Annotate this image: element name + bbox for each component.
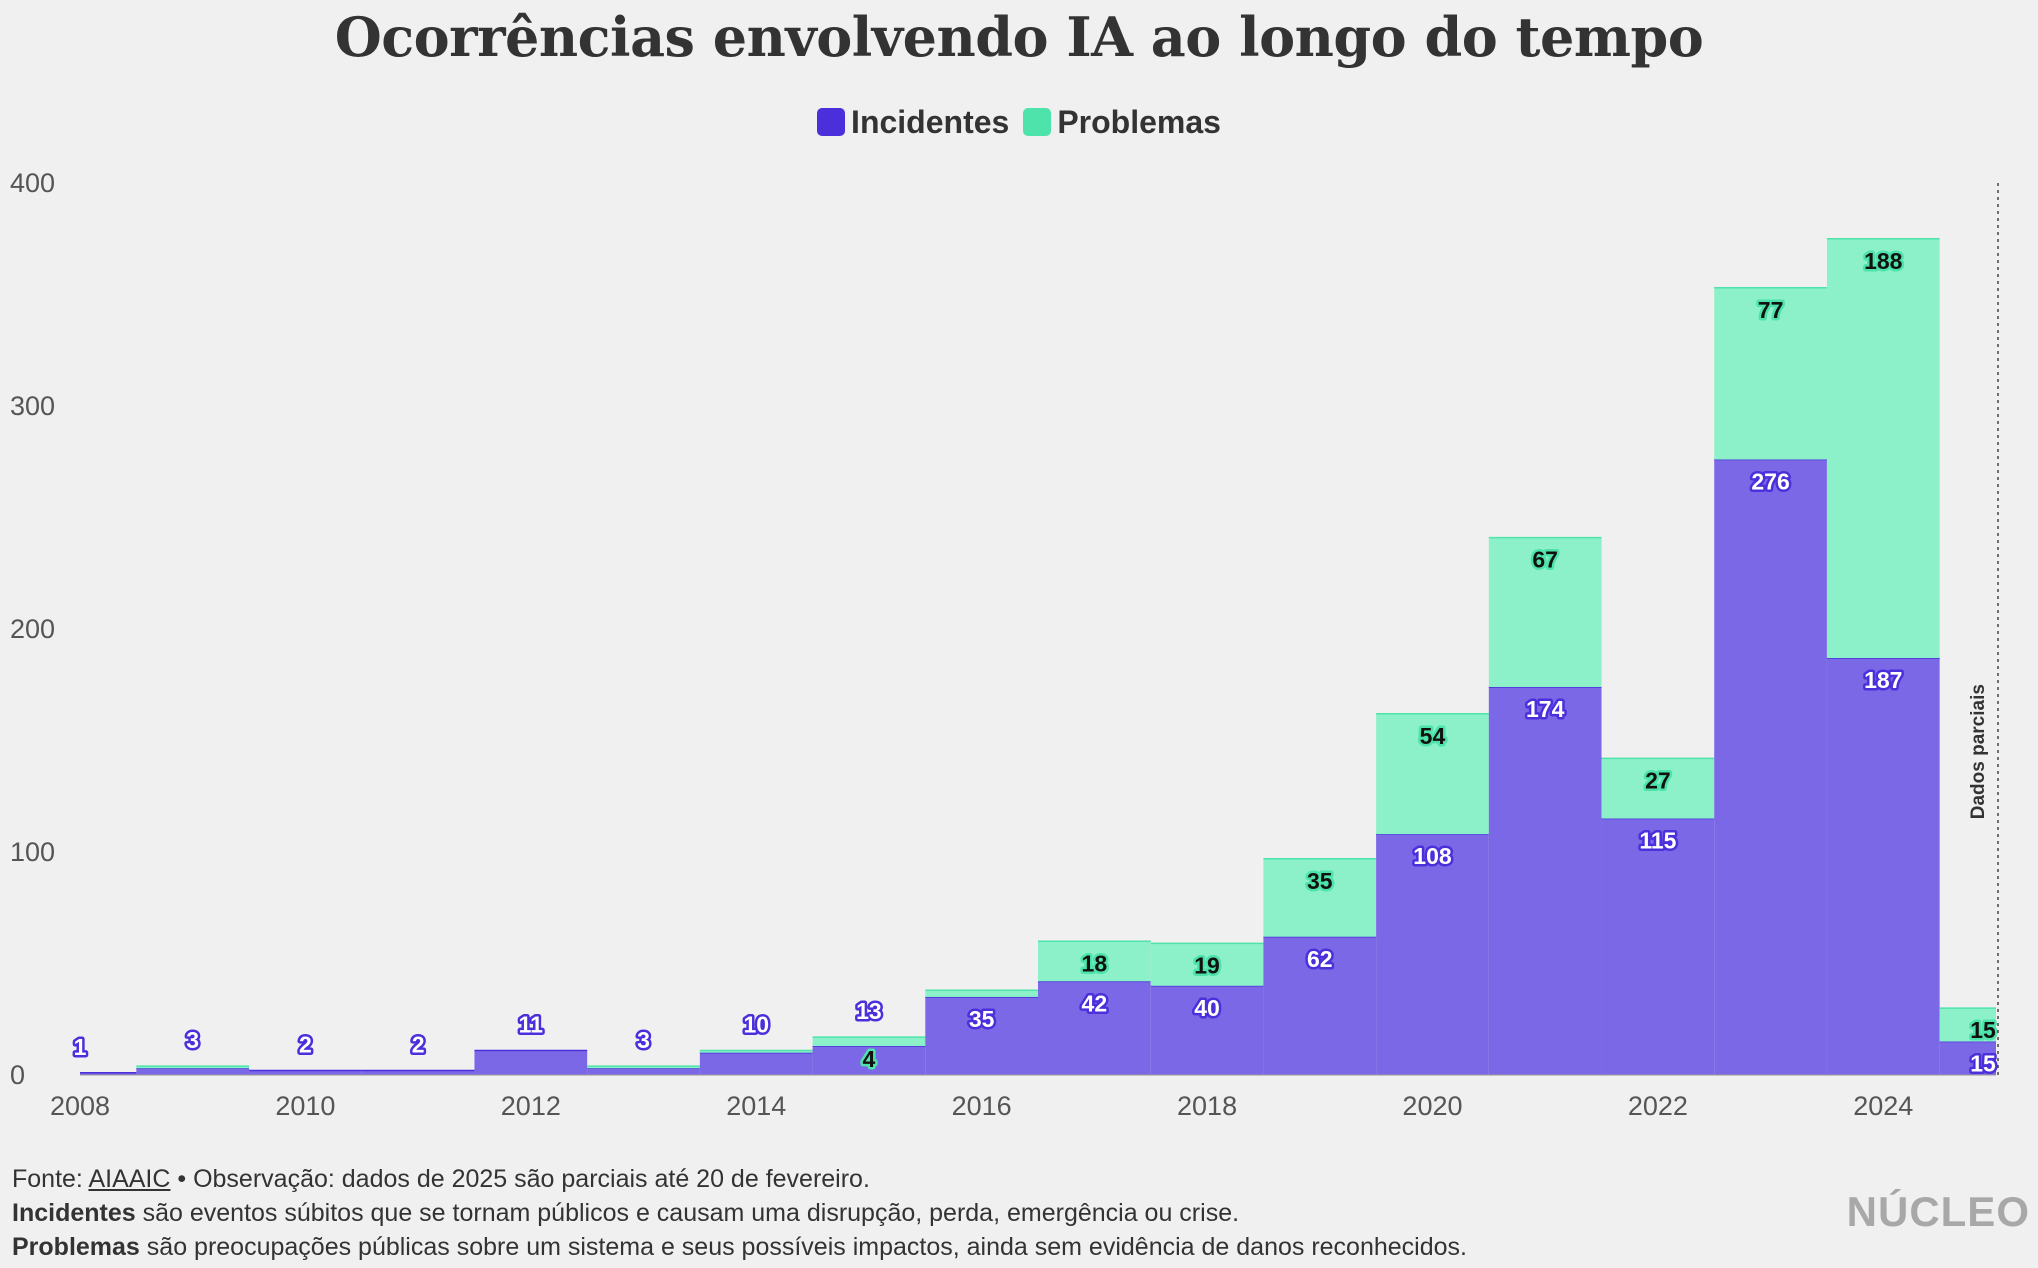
definition-incidentes: Incidentes são eventos súbitos que se to… (12, 1196, 1792, 1230)
x-tick-label: 2012 (501, 1091, 561, 1121)
data-label-incidentes-2015: 13 (856, 998, 882, 1024)
definition-incidentes-text: são eventos súbitos que se tornam públic… (135, 1199, 1240, 1227)
source-link[interactable]: AIAAIC (88, 1165, 171, 1193)
data-label-problemas-2019: 35 (1307, 868, 1333, 894)
data-label-incidentes-2008: 1 (74, 1034, 87, 1060)
data-label-problemas-2015: 4 (863, 1046, 876, 1072)
source-prefix: Fonte: (12, 1165, 89, 1193)
bar-incidentes-2023 (1714, 459, 1827, 1075)
bar-problemas-2020 (1376, 713, 1489, 835)
bar-problemas-2014 (699, 1050, 813, 1053)
data-label-incidentes-2012: 11 (519, 1012, 544, 1038)
data-label-incidentes-2011: 2 (412, 1032, 425, 1058)
bar-incidentes-2010 (249, 1070, 362, 1075)
y-tick-label: 300 (10, 391, 55, 421)
definition-problemas-text: são preocupações públicas sobre um siste… (139, 1233, 1467, 1261)
bar-incidentes-2022 (1601, 818, 1715, 1075)
data-label-problemas-2020: 54 (1420, 723, 1446, 749)
bar-incidentes-2020 (1376, 834, 1489, 1075)
bar-incidentes-2011 (361, 1070, 475, 1075)
x-tick-label: 2020 (1402, 1091, 1462, 1121)
bar-problemas-2024 (1826, 238, 1940, 658)
bar-incidentes-2009 (136, 1068, 250, 1075)
bar-problemas-2021 (1488, 537, 1602, 687)
bar-incidentes-2021 (1488, 686, 1602, 1075)
bar-incidentes-2012 (474, 1050, 588, 1075)
x-tick-label: 2014 (726, 1091, 786, 1121)
x-tick-label: 2022 (1628, 1091, 1688, 1121)
source-note: Fonte: AIAAIC • Observação: dados de 202… (12, 1162, 1792, 1196)
bar-problemas-2019 (1263, 858, 1377, 937)
bar-incidentes-2024 (1826, 657, 1940, 1075)
data-label-incidentes-2024: 187 (1864, 667, 1902, 693)
data-label-incidentes-2017: 42 (1082, 990, 1108, 1016)
data-label-problemas-2018: 19 (1194, 953, 1220, 979)
data-label-problemas-2024: 188 (1864, 248, 1903, 274)
data-label-incidentes-2019: 62 (1307, 946, 1333, 972)
bar-problemas-2016 (925, 990, 1038, 997)
bar-incidentes-2017 (1038, 981, 1151, 1075)
bar-incidentes-2025 (1939, 1041, 1996, 1075)
nucleo-logo: NÚCLEO (1846, 1188, 2030, 1235)
legend-swatch-incidentes (817, 108, 846, 136)
bar-incidentes-2008 (80, 1072, 137, 1075)
bar-incidentes-2014 (699, 1052, 813, 1075)
bar-problemas-2013 (587, 1066, 700, 1069)
legend-item-problemas[interactable]: Problemas (1023, 104, 1221, 141)
bar-problemas-2009 (136, 1066, 250, 1069)
bar-problemas-2022 (1601, 758, 1715, 819)
data-label-problemas-2017: 18 (1082, 950, 1108, 976)
y-tick-label: 200 (10, 614, 55, 644)
legend-item-incidentes[interactable]: Incidentes (817, 104, 1009, 141)
legend-swatch-problemas (1023, 108, 1052, 136)
data-label-problemas-2023: 77 (1758, 297, 1784, 323)
footer: Fonte: AIAAIC • Observação: dados de 202… (12, 1162, 1792, 1264)
legend-label-problemas: Problemas (1057, 103, 1221, 140)
legend-label-incidentes: Incidentes (851, 103, 1010, 140)
y-tick-label: 0 (10, 1060, 25, 1090)
chart-title: Ocorrências envolvendo IA ao longo do te… (334, 5, 1704, 69)
data-label-incidentes-2010: 2 (299, 1032, 312, 1058)
data-label-incidentes-2021: 174 (1526, 696, 1565, 722)
partial-data-annotation: Dados parciais (1968, 684, 1989, 819)
data-label-incidentes-2020: 108 (1413, 843, 1452, 869)
data-label-incidentes-2016: 35 (969, 1006, 995, 1032)
bar-problemas-2023 (1714, 287, 1827, 460)
data-label-incidentes-2009: 3 (186, 1027, 199, 1053)
legend: Incidentes Problemas (0, 100, 2038, 144)
bar-incidentes-2016 (925, 996, 1038, 1075)
bar-incidentes-2013 (587, 1068, 700, 1075)
data-label-problemas-2025: 15 (1970, 1017, 1996, 1043)
bar-problemas-2015 (812, 1037, 926, 1047)
x-tick-label: 2018 (1177, 1091, 1237, 1121)
y-tick-label: 100 (10, 837, 55, 867)
definition-problemas-term: Problemas (12, 1233, 140, 1261)
bar-incidentes-2019 (1263, 936, 1377, 1075)
x-tick-label: 2024 (1853, 1091, 1913, 1121)
data-label-incidentes-2018: 40 (1194, 995, 1220, 1021)
y-tick-label: 400 (10, 168, 55, 198)
x-tick-label: 2016 (952, 1091, 1012, 1121)
bar-incidentes-2015 (812, 1046, 926, 1075)
data-label-problemas-2022: 27 (1645, 767, 1671, 793)
bar-incidentes-2018 (1150, 985, 1264, 1075)
bar-problemas-2025 (1939, 1008, 1996, 1042)
source-observation: • Observação: dados de 2025 são parciais… (170, 1165, 870, 1193)
bar-problemas-2018 (1150, 943, 1264, 986)
data-label-problemas-2021: 67 (1532, 547, 1558, 573)
data-label-incidentes-2023: 276 (1751, 469, 1789, 495)
definition-incidentes-term: Incidentes (12, 1199, 136, 1227)
x-tick-label: 2010 (275, 1091, 335, 1121)
x-tick-label: 2008 (50, 1091, 110, 1121)
data-label-incidentes-2025: 15 (1970, 1051, 1996, 1077)
definition-problemas: Problemas são preocupações públicas sobr… (12, 1230, 1792, 1264)
data-label-incidentes-2022: 115 (1639, 828, 1676, 854)
data-label-incidentes-2013: 3 (637, 1027, 650, 1053)
bar-problemas-2017 (1038, 941, 1151, 982)
data-label-incidentes-2014: 10 (743, 1012, 769, 1038)
